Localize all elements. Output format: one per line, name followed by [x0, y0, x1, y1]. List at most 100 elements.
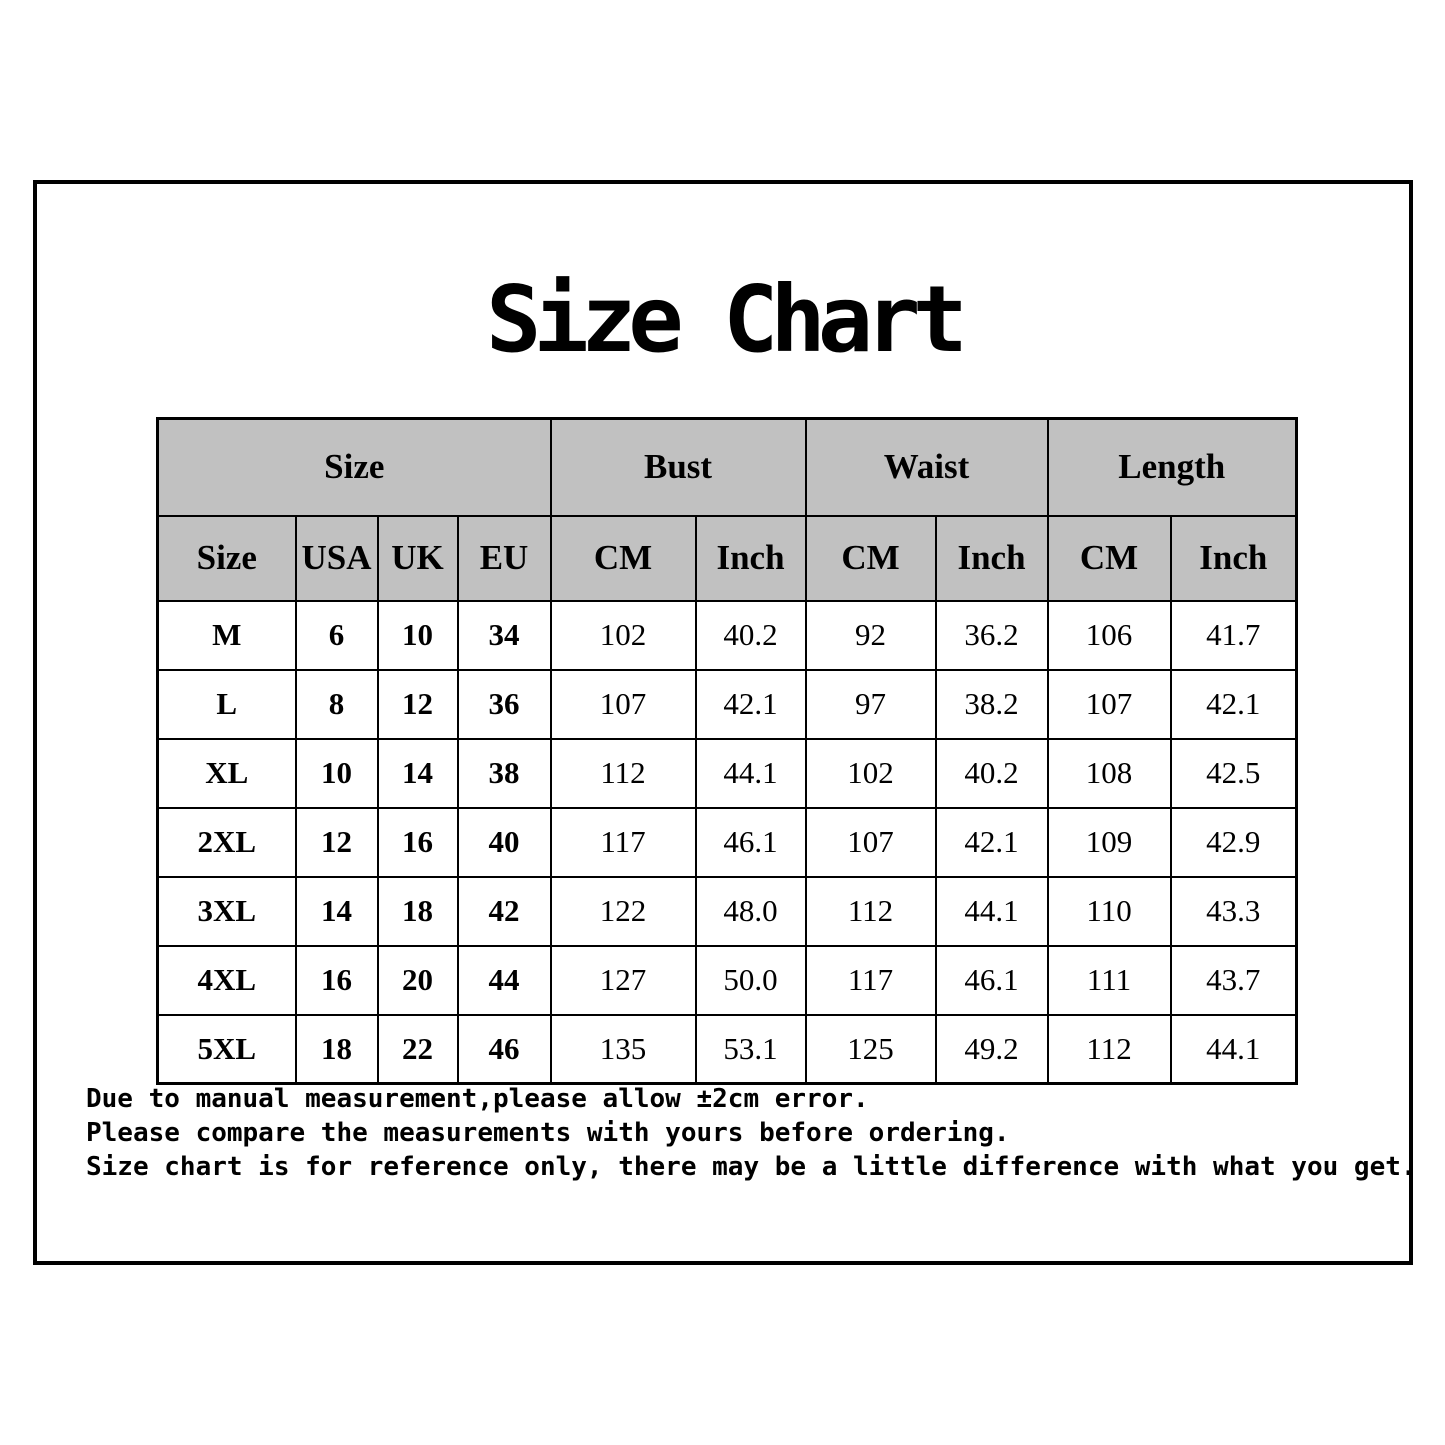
table-cell: 12	[294, 806, 379, 878]
table-cell: 36	[456, 668, 552, 740]
column-header-5: Inch	[694, 514, 807, 602]
table-row-m: M 6 10 34 102 40.2 92 36.2 106 41.7	[156, 599, 1298, 671]
table-cell: 42	[456, 875, 552, 947]
table-cell: 10	[376, 599, 459, 671]
table-cell: 3XL	[156, 875, 297, 947]
table-row-l: L 8 12 36 107 42.1 97 38.2 107 42.1	[156, 668, 1298, 740]
table-cell: 34	[456, 599, 552, 671]
table-cell: 53.1	[694, 1013, 807, 1085]
table-row-xl: XL 10 14 38 112 44.1 102 40.2 108 42.5	[156, 737, 1298, 809]
note-line: Due to manual measurement,please allow ±…	[86, 1084, 869, 1114]
table-row-5xl: 5XL 18 22 46 135 53.1 125 49.2 112 44.1	[156, 1013, 1298, 1085]
table-cell: 111	[1046, 944, 1172, 1016]
table-cell: M	[156, 599, 297, 671]
table-cell: 50.0	[694, 944, 807, 1016]
column-header-6: CM	[804, 514, 937, 602]
column-header-1: USA	[294, 514, 379, 602]
table-cell: 127	[549, 944, 697, 1016]
note-line: Please compare the measurements with you…	[86, 1118, 1010, 1148]
table-cell: 97	[804, 668, 937, 740]
table-cell: 46.1	[694, 806, 807, 878]
group-header-size: Size	[156, 417, 552, 517]
table-cell: 40	[456, 806, 552, 878]
table-cell: 41.7	[1169, 599, 1298, 671]
group-header-row: Size Bust Waist Length	[156, 417, 1298, 517]
table-cell: 112	[1046, 1013, 1172, 1085]
table-cell: 18	[294, 1013, 379, 1085]
table-cell: 110	[1046, 875, 1172, 947]
table-cell: 48.0	[694, 875, 807, 947]
table-cell: 122	[549, 875, 697, 947]
table-cell: 40.2	[934, 737, 1049, 809]
table-cell: 112	[549, 737, 697, 809]
table-cell: 38.2	[934, 668, 1049, 740]
table-cell: 16	[376, 806, 459, 878]
table-cell: 42.9	[1169, 806, 1298, 878]
table-cell: 10	[294, 737, 379, 809]
table-cell: 5XL	[156, 1013, 297, 1085]
table-cell: 107	[549, 668, 697, 740]
outer-frame: Size Chart Size Bust Waist Length Size USA UK E…	[33, 180, 1417, 1265]
table-cell: 44	[456, 944, 552, 1016]
table-cell: 117	[549, 806, 697, 878]
table-cell: 4XL	[156, 944, 297, 1016]
table-cell: 43.7	[1169, 944, 1298, 1016]
table-cell: 14	[376, 737, 459, 809]
table-cell: 49.2	[934, 1013, 1049, 1085]
group-header-bust: Bust	[549, 417, 807, 517]
column-header-0: Size	[156, 514, 297, 602]
group-header-waist: Waist	[804, 417, 1049, 517]
notes-block: Due to manual measurement,please allow ±…	[86, 1082, 1417, 1184]
table-body: M 6 10 34 102 40.2 92 36.2 106 41.7 L 8 12 36 107 42.1 9…	[156, 599, 1298, 1085]
table-cell: 16	[294, 944, 379, 1016]
table-cell: 6	[294, 599, 379, 671]
note-line: Size chart is for reference only, there …	[86, 1152, 1417, 1182]
table-cell: 117	[804, 944, 937, 1016]
table-cell: 92	[804, 599, 937, 671]
column-header-4: CM	[549, 514, 697, 602]
page-title: Size Chart	[486, 266, 968, 373]
table-header: Size Bust Waist Length Size USA UK EU CM Inch CM In…	[156, 417, 1298, 602]
table-cell: 40.2	[694, 599, 807, 671]
table-cell: 102	[804, 737, 937, 809]
sub-header-row: Size USA UK EU CM Inch CM Inch CM Inch	[156, 514, 1298, 602]
table-cell: L	[156, 668, 297, 740]
table-cell: 44.1	[934, 875, 1049, 947]
table-cell: 36.2	[934, 599, 1049, 671]
table-cell: 102	[549, 599, 697, 671]
table-row-2xl: 2XL 12 16 40 117 46.1 107 42.1 109 42.9	[156, 806, 1298, 878]
table-cell: 108	[1046, 737, 1172, 809]
table-cell: 42.1	[694, 668, 807, 740]
table-cell: 46	[456, 1013, 552, 1085]
table-cell: 44.1	[1169, 1013, 1298, 1085]
table-cell: 112	[804, 875, 937, 947]
table-cell: 2XL	[156, 806, 297, 878]
size-chart-table: Size Bust Waist Length Size USA UK EU CM Inch CM In…	[156, 417, 1299, 1085]
table-row-3xl: 3XL 14 18 42 122 48.0 112 44.1 110 43.3	[156, 875, 1298, 947]
group-header-length: Length	[1046, 417, 1298, 517]
table-cell: 22	[376, 1013, 459, 1085]
table-cell: 42.5	[1169, 737, 1298, 809]
table-cell: 107	[1046, 668, 1172, 740]
column-header-8: CM	[1046, 514, 1172, 602]
table-cell: 42.1	[934, 806, 1049, 878]
table-cell: 107	[804, 806, 937, 878]
table-cell: XL	[156, 737, 297, 809]
table-cell: 109	[1046, 806, 1172, 878]
table-cell: 42.1	[1169, 668, 1298, 740]
column-header-2: UK	[376, 514, 459, 602]
table-cell: 106	[1046, 599, 1172, 671]
table-cell: 46.1	[934, 944, 1049, 1016]
column-header-3: EU	[456, 514, 552, 602]
table-cell: 125	[804, 1013, 937, 1085]
table-cell: 135	[549, 1013, 697, 1085]
table-cell: 44.1	[694, 737, 807, 809]
table-cell: 14	[294, 875, 379, 947]
table-cell: 20	[376, 944, 459, 1016]
table-row-4xl: 4XL 16 20 44 127 50.0 117 46.1 111 43.7	[156, 944, 1298, 1016]
table-cell: 8	[294, 668, 379, 740]
table-cell: 18	[376, 875, 459, 947]
table-cell: 38	[456, 737, 552, 809]
column-header-9: Inch	[1169, 514, 1298, 602]
table-cell: 12	[376, 668, 459, 740]
